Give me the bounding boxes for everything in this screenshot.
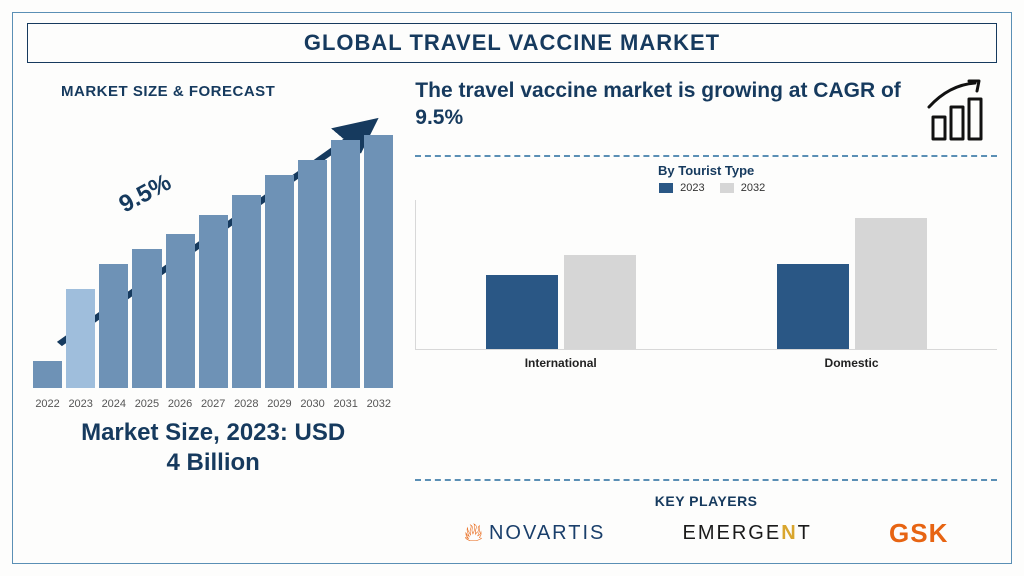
- page-title: GLOBAL TRAVEL VACCINE MARKET: [28, 30, 996, 56]
- key-players-title: KEY PLAYERS: [415, 493, 997, 509]
- forecast-bar: [199, 215, 228, 388]
- market-size-text: Market Size, 2023: USD 4 Billion: [31, 418, 395, 478]
- title-box: GLOBAL TRAVEL VACCINE MARKET: [27, 23, 997, 63]
- tourist-group: [707, 200, 997, 349]
- forecast-bar: [331, 140, 360, 388]
- player-emergent-part2: T: [798, 522, 812, 544]
- divider-top: [415, 155, 997, 157]
- legend-label-2032: 2032: [741, 182, 765, 194]
- left-column: MARKET SIZE & FORECAST 9.5% 202220232024…: [27, 77, 405, 549]
- tourist-group: [416, 200, 706, 349]
- forecast-bar: [232, 195, 261, 388]
- tourist-chart-categories: InternationalDomestic: [415, 356, 997, 370]
- tourist-category-label: Domestic: [706, 356, 997, 370]
- forecast-subheading: MARKET SIZE & FORECAST: [61, 83, 395, 100]
- legend-label-2023: 2023: [680, 182, 704, 194]
- player-gsk: GSK: [889, 518, 948, 549]
- forecast-bar: [265, 175, 294, 388]
- forecast-bar: [132, 249, 161, 388]
- tourist-type-chart: By Tourist Type 2023 2032 InternationalD…: [415, 159, 997, 473]
- forecast-bar: [66, 289, 95, 388]
- player-novartis: 🔥︎ NOVARTIS: [464, 517, 605, 549]
- market-size-line2: 4 Billion: [166, 449, 259, 476]
- player-emergent: EMERGENT: [683, 522, 812, 545]
- novartis-flame-icon: 🔥︎: [464, 517, 485, 549]
- tourist-chart-legend: 2023 2032: [415, 182, 997, 194]
- legend-swatch-2032: [720, 183, 734, 193]
- forecast-bar: [33, 361, 62, 388]
- tourist-bar: [855, 218, 927, 349]
- tourist-chart-plot: [415, 200, 997, 350]
- forecast-year-label: 2032: [364, 398, 393, 410]
- forecast-year-label: 2026: [166, 398, 195, 410]
- forecast-bar: [298, 160, 327, 388]
- forecast-year-label: 2024: [99, 398, 128, 410]
- tourist-category-label: International: [415, 356, 706, 370]
- market-size-line1: Market Size, 2023: USD: [81, 419, 345, 446]
- legend-swatch-2023: [659, 183, 673, 193]
- player-emergent-accent: N: [781, 522, 797, 544]
- key-players-row: 🔥︎ NOVARTIS EMERGENT GSK: [415, 517, 997, 549]
- content-row: MARKET SIZE & FORECAST 9.5% 202220232024…: [27, 77, 997, 549]
- right-column: The travel vaccine market is growing at …: [405, 77, 997, 549]
- forecast-year-label: 2029: [265, 398, 294, 410]
- tourist-bar: [564, 255, 636, 349]
- forecast-year-label: 2025: [132, 398, 161, 410]
- player-emergent-part1: EMERGE: [683, 522, 782, 544]
- headline-text: The travel vaccine market is growing at …: [415, 77, 907, 132]
- forecast-bar: [166, 234, 195, 388]
- growth-chart-icon: [919, 77, 997, 141]
- forecast-year-label: 2031: [331, 398, 360, 410]
- forecast-xlabels: 2022 2023 2024 2025 2026 2027 2028 2029 2030 2031…: [31, 398, 395, 410]
- forecast-chart: 9.5% 20222023202420252026202720282029203…: [31, 110, 395, 410]
- divider-bottom: [415, 479, 997, 481]
- forecast-year-label: 2030: [298, 398, 327, 410]
- forecast-year-label: 2023: [66, 398, 95, 410]
- forecast-year-label: 2022: [33, 398, 62, 410]
- tourist-chart-title: By Tourist Type: [415, 163, 997, 178]
- tourist-bar: [486, 275, 558, 350]
- forecast-bars: [31, 128, 395, 388]
- forecast-year-label: 2028: [232, 398, 261, 410]
- forecast-bar: [364, 135, 393, 388]
- infographic-frame: GLOBAL TRAVEL VACCINE MARKET MARKET SIZE…: [12, 12, 1012, 564]
- headline-row: The travel vaccine market is growing at …: [415, 77, 997, 149]
- forecast-year-label: 2027: [199, 398, 228, 410]
- tourist-bar: [777, 264, 849, 349]
- player-novartis-label: NOVARTIS: [489, 522, 605, 545]
- forecast-bar: [99, 264, 128, 388]
